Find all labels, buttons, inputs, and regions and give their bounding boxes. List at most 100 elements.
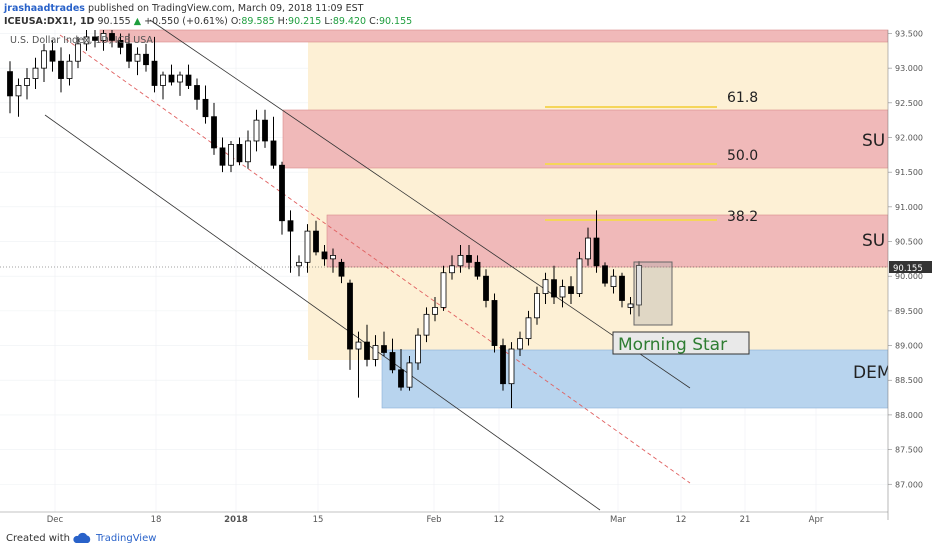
candle[interactable] (381, 331, 387, 356)
candle[interactable] (279, 161, 285, 235)
price-tick-label: 93.000 (895, 64, 923, 73)
candle[interactable] (211, 102, 217, 155)
candle[interactable] (32, 57, 39, 89)
candle[interactable] (15, 78, 22, 117)
supply-zone-upper[interactable] (282, 109, 889, 169)
demand-zone[interactable] (381, 349, 889, 409)
candle[interactable] (304, 224, 311, 273)
candle[interactable] (66, 54, 73, 86)
candle[interactable] (364, 324, 370, 367)
morning-star-highlight-box[interactable] (633, 261, 673, 326)
candle[interactable] (517, 331, 523, 356)
candle[interactable] (202, 85, 209, 124)
candle[interactable] (619, 272, 625, 308)
candle[interactable] (602, 262, 608, 287)
candle[interactable] (228, 140, 234, 173)
candle[interactable] (100, 30, 107, 51)
candle[interactable] (355, 331, 362, 398)
candle[interactable] (236, 137, 243, 166)
tradingview-brand-link[interactable]: TradingView (96, 533, 157, 544)
candle[interactable] (253, 109, 260, 152)
candle[interactable] (449, 255, 455, 280)
candle[interactable] (270, 116, 277, 169)
candle[interactable] (126, 33, 132, 69)
candle[interactable] (636, 261, 642, 317)
candle[interactable] (330, 248, 336, 273)
candle[interactable] (109, 30, 115, 48)
price-axis[interactable] (888, 30, 932, 520)
candle[interactable] (58, 47, 64, 93)
supply-zone-lower[interactable] (326, 214, 889, 268)
candle[interactable] (551, 265, 557, 304)
candle[interactable] (627, 297, 634, 315)
candle-body (551, 279, 557, 298)
candle[interactable] (338, 258, 345, 284)
candle[interactable] (389, 338, 396, 374)
candle[interactable] (321, 244, 328, 266)
candle[interactable] (7, 61, 13, 114)
candle[interactable] (313, 220, 319, 256)
candle[interactable] (177, 71, 183, 96)
candle[interactable] (483, 269, 489, 308)
candle-body (211, 116, 217, 149)
candle[interactable] (185, 64, 192, 89)
candle[interactable] (347, 279, 353, 370)
candle[interactable] (194, 78, 200, 110)
candle-body (330, 254, 336, 260)
author-link[interactable]: jrashaadtrades (4, 3, 85, 14)
candle[interactable] (466, 244, 472, 270)
candle[interactable] (262, 109, 268, 148)
candle[interactable] (415, 328, 421, 370)
candle[interactable] (593, 210, 600, 273)
high-value: 90.215 (288, 16, 322, 27)
symbol-label[interactable]: ICEUSA:DX1!, 1D (4, 16, 95, 27)
candle-body (100, 33, 107, 41)
candle[interactable] (576, 251, 583, 298)
candle[interactable] (398, 349, 404, 391)
candle[interactable] (151, 36, 158, 93)
candle[interactable] (440, 265, 447, 311)
candle[interactable] (508, 342, 515, 408)
candle[interactable] (610, 269, 617, 294)
candle[interactable] (525, 310, 532, 346)
candle[interactable] (491, 293, 498, 353)
candle[interactable] (160, 71, 166, 100)
high-label: H: (277, 16, 289, 27)
candle[interactable] (534, 286, 540, 325)
candle[interactable] (75, 36, 81, 69)
candle[interactable] (168, 64, 175, 86)
candle[interactable] (559, 279, 566, 308)
candle[interactable] (287, 210, 294, 273)
candle[interactable] (41, 43, 47, 83)
candle[interactable] (83, 30, 90, 51)
candle[interactable] (568, 276, 574, 304)
candle[interactable] (457, 244, 464, 273)
candle[interactable] (92, 30, 98, 48)
candle[interactable] (24, 68, 30, 100)
channel-median-line[interactable] (59, 34, 691, 484)
channel-lower-line[interactable] (44, 114, 601, 511)
candle[interactable] (143, 43, 149, 72)
morning-star-callout[interactable]: Morning Star (612, 331, 750, 355)
candle[interactable] (500, 338, 506, 391)
candle-body (160, 74, 166, 86)
channel-upper-line[interactable] (149, 19, 691, 389)
candle[interactable] (585, 227, 591, 266)
candle[interactable] (406, 355, 413, 391)
candle-body (41, 50, 47, 69)
candle[interactable] (432, 297, 438, 322)
candle-body (347, 282, 353, 350)
candle[interactable] (117, 33, 124, 55)
candle[interactable] (134, 47, 141, 76)
candle[interactable] (542, 272, 549, 304)
candle[interactable] (423, 307, 430, 343)
candle[interactable] (372, 335, 379, 367)
candle[interactable] (219, 137, 226, 173)
candle[interactable] (49, 40, 56, 72)
candle[interactable] (296, 255, 302, 277)
candle-body (202, 98, 209, 118)
candle[interactable] (245, 130, 251, 169)
candle[interactable] (474, 255, 481, 280)
time-tick-label: Apr (809, 515, 824, 525)
